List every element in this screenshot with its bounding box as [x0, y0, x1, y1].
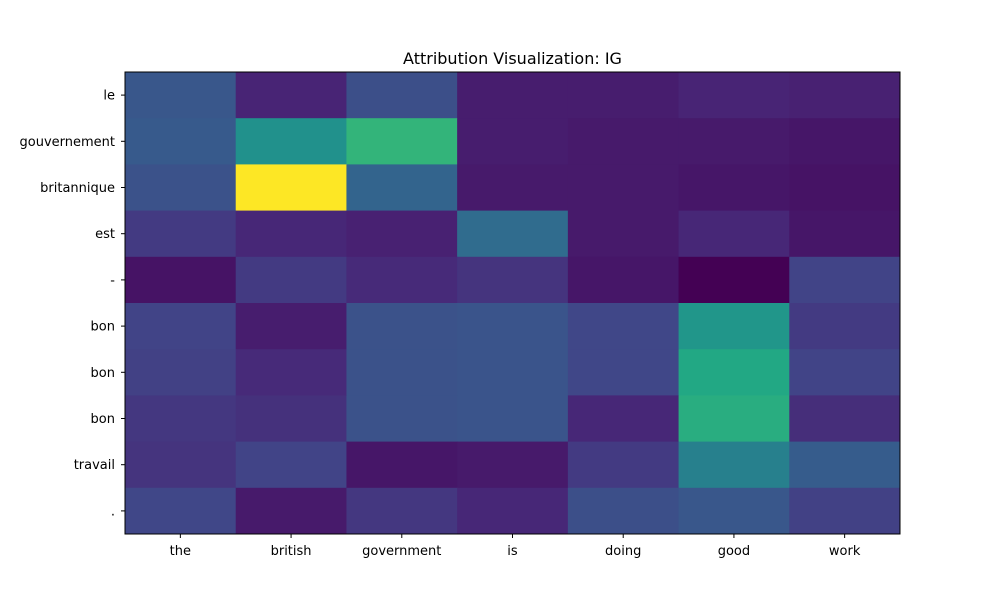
heatmap-cell — [567, 118, 680, 165]
heatmap-cell — [457, 118, 569, 165]
y-tick-label: est — [95, 227, 115, 242]
heatmap-cell — [235, 349, 347, 396]
heatmap-cell — [789, 395, 901, 443]
y-tick-label: bon — [91, 412, 115, 427]
heatmap-cell — [457, 441, 569, 489]
heatmap-cell — [235, 164, 347, 212]
heatmap-cell — [346, 441, 458, 489]
heatmap-cell — [346, 487, 458, 535]
chart-title: Attribution Visualization: IG — [403, 49, 622, 68]
heatmap-cell — [457, 349, 569, 396]
heatmap-cell — [457, 303, 569, 350]
heatmap-cell — [678, 210, 790, 258]
x-tick-label: the — [170, 544, 191, 559]
heatmap-cell — [789, 210, 901, 258]
heatmap-cell — [678, 118, 790, 165]
heatmap-cell — [789, 256, 901, 304]
heatmap-cell — [125, 256, 237, 304]
heatmap-cell — [346, 210, 458, 258]
heatmap-cell — [567, 441, 680, 489]
heatmap-cell — [457, 210, 569, 258]
heatmap-cell — [125, 441, 237, 489]
heatmap-cell — [678, 164, 790, 212]
x-tick-label: british — [271, 544, 312, 559]
x-tick-label: doing — [605, 544, 641, 559]
x-axis: the british government is doing good work — [170, 534, 861, 559]
heatmap-cell — [125, 118, 237, 165]
heatmap-cell — [235, 72, 347, 119]
x-tick-label: is — [507, 544, 518, 559]
x-tick-label: good — [718, 544, 750, 559]
heatmap-cell — [346, 118, 458, 165]
heatmap-cell — [789, 72, 901, 119]
heatmap-cell — [125, 303, 237, 350]
heatmap-cell — [678, 256, 790, 304]
y-tick-label: gouvernement — [20, 135, 116, 150]
heatmap-cell — [457, 395, 569, 443]
heatmap-cell — [457, 72, 569, 119]
heatmap-cell — [678, 395, 790, 443]
heatmap-cell — [678, 441, 790, 489]
heatmap-cell — [125, 164, 237, 212]
heatmap-cell — [678, 72, 790, 119]
heatmap-cell — [678, 487, 790, 535]
heatmap-cell — [235, 210, 347, 258]
x-tick-label: government — [362, 544, 441, 559]
heatmap-cells — [125, 72, 901, 535]
heatmap-cell — [457, 164, 569, 212]
heatmap-cell — [235, 441, 347, 489]
y-tick-label: britannique — [40, 181, 115, 196]
heatmap-cell — [235, 256, 347, 304]
heatmap-cell — [125, 395, 237, 443]
heatmap-cell — [346, 395, 458, 443]
y-axis: le gouvernement britannique est - bon bon bon tr… — [20, 89, 125, 519]
heatmap-cell — [235, 487, 347, 535]
heatmap-cell — [789, 349, 901, 396]
heatmap-cell — [789, 303, 901, 350]
heatmap-cell — [125, 72, 237, 119]
heatmap-cell — [567, 395, 680, 443]
heatmap-cell — [125, 349, 237, 396]
y-tick-label: . — [111, 504, 115, 519]
heatmap-cell — [567, 72, 680, 119]
heatmap-cell — [235, 118, 347, 165]
heatmap-cell — [567, 164, 680, 212]
heatmap-cell — [789, 441, 901, 489]
heatmap-cell — [567, 487, 680, 535]
heatmap-cell — [678, 303, 790, 350]
heatmap-cell — [346, 164, 458, 212]
heatmap-cell — [235, 303, 347, 350]
y-tick-label: le — [103, 89, 115, 104]
y-tick-label: travail — [74, 458, 115, 473]
y-tick-label: bon — [91, 320, 115, 335]
heatmap-cell — [567, 349, 680, 396]
heatmap-cell — [678, 349, 790, 396]
heatmap-cell — [125, 210, 237, 258]
heatmap-cell — [346, 256, 458, 304]
heatmap-cell — [235, 395, 347, 443]
heatmap-cell — [789, 487, 901, 535]
heatmap-cell — [125, 487, 237, 535]
heatmap-cell — [567, 256, 680, 304]
heatmap-cell — [567, 303, 680, 350]
heatmap-cell — [457, 487, 569, 535]
heatmap-cell — [789, 164, 901, 212]
y-tick-label: bon — [91, 366, 115, 381]
heatmap-cell — [457, 256, 569, 304]
heatmap-cell — [346, 349, 458, 396]
heatmap-cell — [567, 210, 680, 258]
heatmap-cell — [346, 72, 458, 119]
x-tick-label: work — [829, 544, 861, 559]
heatmap-cell — [789, 118, 901, 165]
heatmap-cell — [346, 303, 458, 350]
y-tick-label: - — [110, 273, 115, 288]
